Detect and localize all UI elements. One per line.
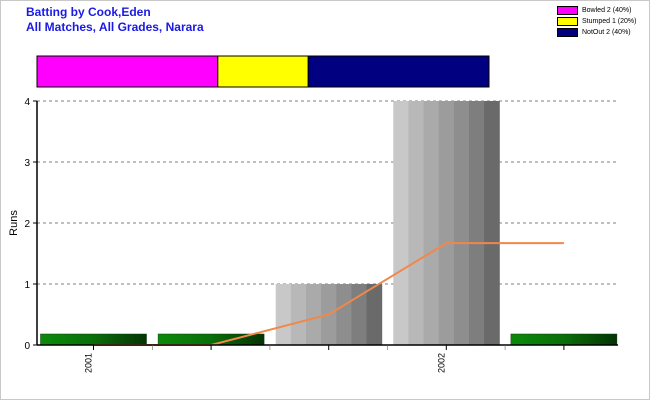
x-tick-label: 2002 [436,353,446,373]
legend-swatch-bowled [557,6,578,15]
breakdown-segment-bowled [36,55,219,88]
y-tick-label: 3 [24,158,30,169]
legend-swatch-notout [557,28,578,37]
bar-notout [510,333,618,346]
grid-lines [37,100,618,285]
bar-strip [469,101,485,345]
legend-item-notout: NotOut 2 (40%) [557,27,636,38]
bar-notout [40,333,147,346]
axis-labels: 0 1 2 3 4 Runs 2001 2002 [8,97,446,373]
y-axis-label: Runs [8,210,20,236]
y-tick-label: 1 [24,280,30,291]
chart-subtitle: All Matches, All Grades, Narara [26,20,204,34]
bar-strip [290,284,307,345]
bar-strip [423,101,440,345]
bar-strip [453,101,470,345]
axes [33,100,618,350]
bar-strip [393,101,409,345]
legend-label-stumped: Stumped 1 (20%) [582,18,637,25]
legend-swatch-stumped [557,17,578,26]
bar-strip [438,101,455,345]
bar-strip [366,284,383,345]
y-tick-label: 4 [24,97,30,108]
breakdown-segment-notout [307,55,490,88]
legend-item-bowled: Bowled 2 (40%) [557,5,636,16]
legend-item-stumped: Stumped 1 (20%) [557,16,636,27]
chart-title: Batting by Cook,Eden [26,5,151,19]
bar-strip [484,101,500,345]
dismissal-breakdown-bar [36,55,490,88]
legend-label-notout: NotOut 2 (40%) [582,29,631,36]
legend-label-bowled: Bowled 2 (40%) [582,7,632,14]
bar-strip [336,284,352,345]
bar-strip [305,284,322,345]
bar-strip [275,284,292,345]
breakdown-segment-stumped [217,55,309,88]
bars [40,101,618,346]
y-tick-label: 0 [24,341,30,352]
legend: Bowled 2 (40%) Stumped 1 (20%) NotOut 2 … [557,5,636,38]
bar-strip [408,101,425,345]
y-tick-label: 2 [24,219,30,230]
x-tick-label: 2001 [84,353,94,373]
bar-bowled [393,101,500,345]
